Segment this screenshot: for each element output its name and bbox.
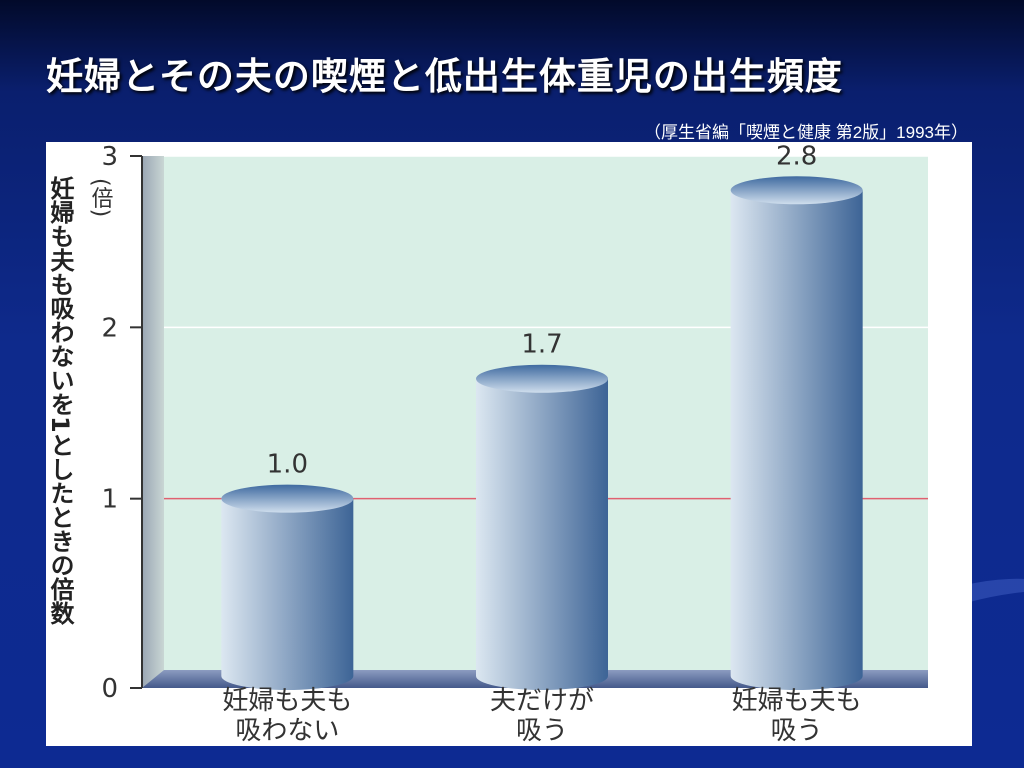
bar-top bbox=[476, 364, 608, 393]
bar-top bbox=[730, 176, 863, 205]
y-tick-label: 3 bbox=[101, 142, 118, 172]
x-tick-label: 吸う bbox=[771, 716, 823, 746]
y-axis-label: 妊婦も夫も吸わないを1としたときの倍数 bbox=[46, 176, 75, 626]
plot-side-wall bbox=[142, 156, 164, 688]
y-axis-unit: (倍) bbox=[88, 178, 114, 217]
bar: 2.8 bbox=[730, 142, 863, 691]
bar: 1.0 bbox=[221, 450, 354, 690]
bars: 1.0 1.7 2.8 bbox=[221, 142, 863, 691]
chart-panel: 0 1 2 3 1.0 1.7 2.8 (倍) 妊婦も夫も吸わないを1としたときの倍数 妊… bbox=[46, 142, 972, 746]
bar-top bbox=[221, 484, 354, 513]
bar-body bbox=[730, 190, 863, 691]
bar-value-label: 2.8 bbox=[776, 142, 817, 171]
x-tick-label: 吸わない bbox=[235, 716, 339, 746]
bar-body bbox=[221, 498, 354, 690]
bar-value-label: 1.0 bbox=[267, 450, 308, 480]
bar: 1.7 bbox=[476, 330, 608, 690]
x-tick-label: 夫だけが bbox=[490, 686, 594, 716]
x-tick-label: 妊婦も夫も bbox=[732, 686, 862, 716]
slide-title: 妊婦とその夫の喫煙と低出生体重児の出生頻度 bbox=[46, 55, 843, 98]
bar-value-label: 1.7 bbox=[521, 330, 562, 360]
bar-chart: 0 1 2 3 1.0 1.7 2.8 (倍) 妊婦も夫も吸わないを1としたときの倍数 妊… bbox=[46, 142, 928, 746]
y-axis: 0 1 2 3 bbox=[101, 142, 143, 704]
x-tick-label: 吸う bbox=[516, 716, 568, 746]
bar-body bbox=[476, 378, 608, 690]
source-citation: （厚生省編「喫煙と健康 第2版」1993年） bbox=[644, 123, 968, 142]
y-tick-label: 2 bbox=[101, 313, 118, 343]
y-tick-label: 1 bbox=[101, 485, 118, 515]
y-tick-label: 0 bbox=[101, 674, 118, 704]
x-tick-label: 妊婦も夫も bbox=[222, 686, 352, 716]
